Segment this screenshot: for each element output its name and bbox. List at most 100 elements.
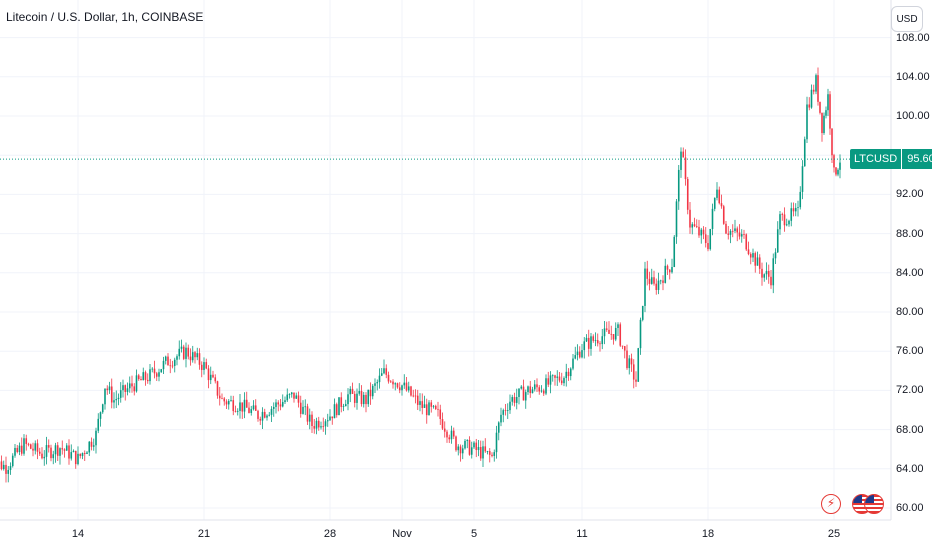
candle — [79, 453, 82, 459]
candle — [221, 393, 223, 400]
time-tick-label: Nov — [392, 528, 412, 540]
candle — [250, 405, 253, 416]
candle — [716, 182, 718, 201]
candle — [617, 322, 619, 336]
candle — [225, 399, 228, 410]
candle — [641, 305, 644, 322]
candle — [545, 374, 547, 396]
last-price-value: 95.60 — [901, 149, 932, 170]
candle — [97, 413, 100, 434]
candle — [275, 399, 277, 414]
candle — [794, 203, 797, 217]
candle — [497, 421, 500, 441]
candle — [259, 416, 262, 426]
candle — [95, 427, 97, 454]
currency-button[interactable]: USD — [891, 6, 923, 32]
candle — [829, 91, 831, 135]
price-tick-label: 100.00 — [896, 110, 930, 122]
candle — [279, 398, 282, 411]
candle — [673, 234, 676, 268]
candle — [119, 382, 122, 403]
candle — [412, 389, 415, 398]
candle — [356, 388, 358, 410]
candle — [529, 380, 532, 398]
candle — [747, 241, 750, 256]
candle — [752, 248, 754, 263]
candle — [351, 382, 354, 395]
candle — [682, 147, 685, 158]
candle — [180, 339, 183, 353]
candle — [473, 441, 475, 449]
candle — [790, 202, 793, 227]
candle — [468, 436, 471, 456]
candle — [810, 84, 813, 109]
candle — [113, 392, 115, 409]
candle — [7, 466, 10, 483]
candle — [446, 429, 448, 443]
candle — [713, 197, 716, 212]
candle — [394, 382, 397, 391]
candle — [331, 416, 334, 425]
candle — [628, 355, 631, 375]
candle — [549, 371, 552, 394]
lightning-icon[interactable]: ⚡ — [821, 494, 841, 514]
candle — [122, 379, 124, 398]
candle — [608, 321, 610, 335]
candle — [254, 399, 257, 411]
candle — [587, 329, 590, 357]
candle — [477, 440, 480, 457]
candle — [342, 403, 345, 412]
candle — [185, 342, 187, 368]
candle — [612, 334, 615, 345]
candle — [414, 389, 417, 404]
candle — [128, 376, 131, 393]
candle — [527, 385, 529, 395]
candle — [209, 366, 212, 385]
candle — [461, 444, 464, 460]
candle — [502, 408, 505, 423]
price-tick-label: 104.00 — [896, 70, 930, 83]
candle — [324, 419, 327, 435]
price-tick-label: 60.00 — [896, 502, 924, 514]
time-tick-label: 25 — [827, 528, 841, 540]
candle — [740, 229, 743, 243]
candle — [423, 395, 426, 408]
candle — [506, 403, 509, 419]
candle — [358, 383, 361, 396]
candle — [817, 67, 819, 106]
candle — [23, 434, 25, 456]
candle — [101, 403, 104, 414]
candle — [196, 347, 199, 361]
candle — [738, 224, 741, 240]
candle — [230, 395, 232, 402]
candle — [329, 409, 331, 422]
candle — [200, 361, 203, 378]
candle — [153, 360, 156, 379]
candle — [581, 343, 583, 359]
candle — [827, 88, 829, 117]
candle — [140, 376, 142, 381]
candle — [243, 392, 246, 419]
candle — [675, 198, 678, 244]
candle — [302, 400, 304, 415]
candle — [504, 403, 507, 416]
candle — [727, 226, 730, 240]
time-tick-label: 18 — [701, 528, 715, 540]
time-tick-label: 21 — [197, 528, 211, 540]
candle — [439, 404, 442, 425]
candle — [124, 384, 127, 401]
candle — [819, 101, 821, 115]
candle — [668, 269, 671, 280]
candle — [594, 332, 597, 347]
us-flag-icon[interactable] — [864, 494, 884, 514]
candle — [567, 368, 570, 381]
candle — [70, 444, 73, 461]
candle — [239, 393, 241, 419]
candle — [421, 393, 424, 415]
candle — [639, 317, 642, 355]
candle — [387, 371, 390, 384]
candle — [646, 260, 649, 286]
candle — [90, 437, 93, 451]
candle — [664, 258, 667, 284]
